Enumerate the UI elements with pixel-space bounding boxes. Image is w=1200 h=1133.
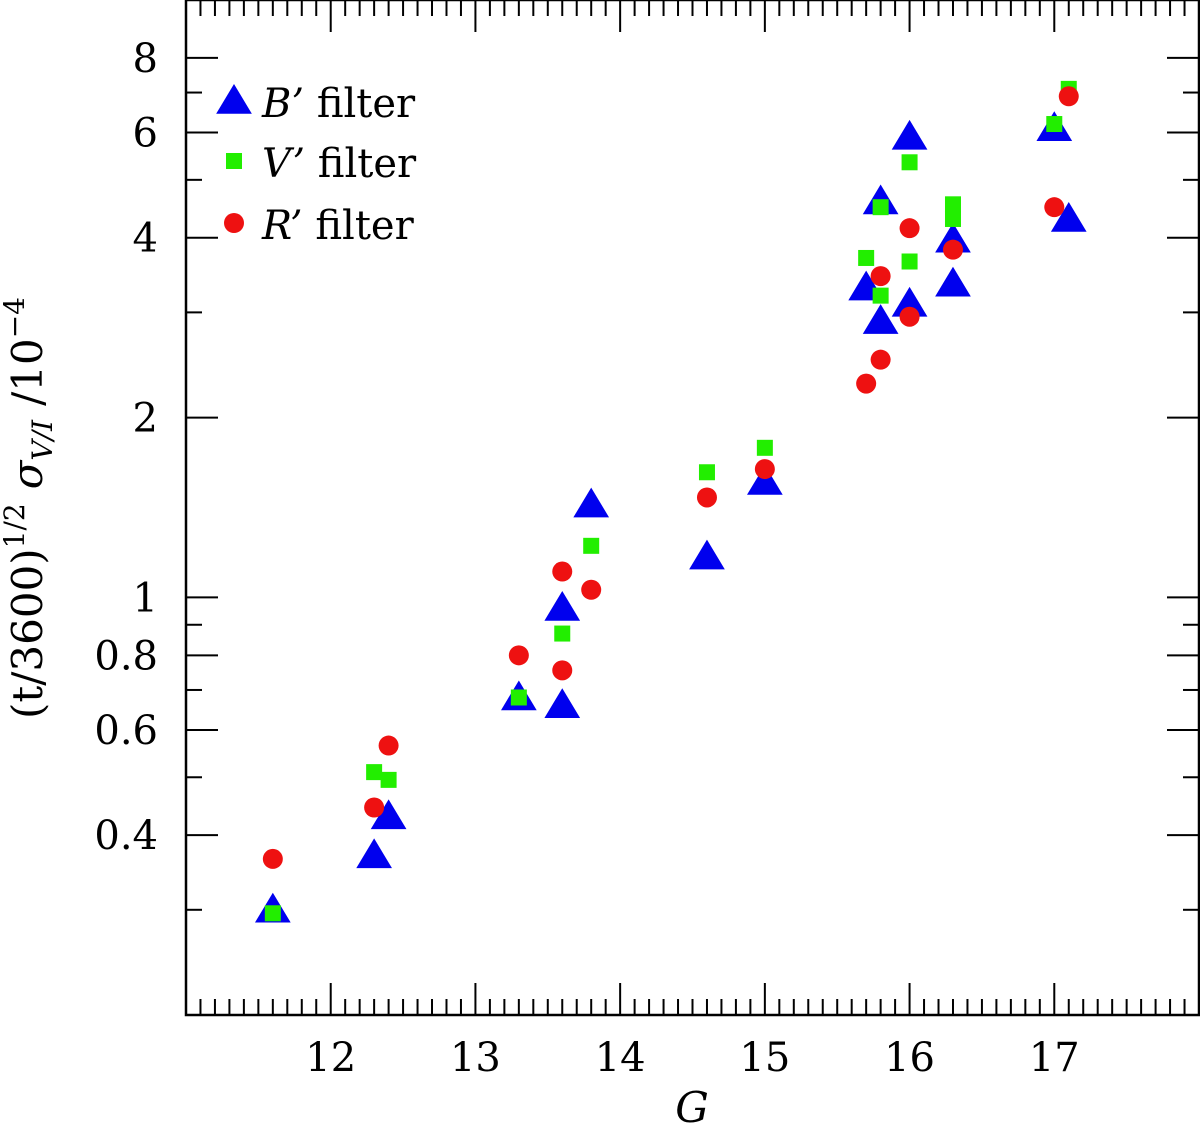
circle-data-point (262, 848, 283, 869)
x-axis-title: G (675, 1083, 709, 1132)
square-data-point (698, 464, 715, 481)
x-tick-label: 17 (1029, 1035, 1080, 1081)
y-tick-label: 1 (133, 575, 158, 621)
y-axis-title-suffix: /10 (3, 338, 52, 406)
legend-label: R’ filter (261, 203, 415, 249)
circle-data-point (1058, 86, 1079, 107)
triangle-data-point (356, 838, 392, 869)
triangle-data-point (747, 465, 783, 495)
circle-data-point (364, 797, 385, 818)
y-axis-title: (t/3600)1/2 σV/I/10−4 (0, 297, 59, 719)
y-tick-label: 6 (133, 111, 158, 157)
y-axis-title-prefix: (t/3600) (3, 548, 52, 719)
circle-data-point (552, 660, 573, 681)
x-tick-label: 16 (884, 1035, 935, 1081)
y-tick-label: 4 (133, 216, 158, 262)
triangle-data-point (862, 304, 899, 334)
legend-label: B’ filter (261, 81, 416, 127)
legend-label: V’ filter (262, 141, 417, 187)
square-data-point (264, 905, 281, 922)
circle-data-point (870, 349, 891, 370)
triangle-data-point (544, 591, 581, 621)
y-axis-title-prefix-sup: 1/2 (0, 503, 31, 548)
square-data-point (510, 689, 527, 706)
legend-square-marker (226, 153, 242, 169)
square-data-point (901, 253, 918, 270)
triangle-data-point (689, 539, 725, 570)
square-data-point (901, 154, 918, 171)
triangle-data-point (891, 119, 928, 150)
square-data-point (1046, 116, 1063, 133)
data-points (254, 80, 1087, 923)
square-data-point (872, 287, 889, 304)
y-tick-label: 8 (133, 36, 158, 82)
y-tick-label: 0.6 (94, 708, 158, 754)
square-data-point (380, 771, 397, 788)
y-axis-title-suffix-sup: −4 (0, 297, 31, 338)
circle-data-point (581, 579, 602, 600)
square-data-point (554, 625, 571, 642)
y-axis-title-sigma-sub: V/I (26, 419, 59, 461)
triangle-data-point (935, 266, 971, 297)
legend: B’ filter V’ filter R’ filter (216, 81, 417, 249)
square-data-point (858, 249, 875, 266)
square-data-point (944, 196, 961, 213)
circle-data-point (552, 561, 573, 582)
square-data-point (944, 210, 961, 227)
x-tick-label: 15 (739, 1035, 790, 1081)
x-tick-label: 14 (595, 1035, 646, 1081)
triangle-data-point (370, 799, 407, 830)
circle-data-point (942, 239, 963, 260)
circle-data-point (856, 373, 877, 394)
circle-data-point (1044, 197, 1065, 218)
square-data-point (872, 199, 889, 216)
y-tick-label: 0.4 (94, 813, 158, 859)
x-tick-label: 12 (305, 1035, 356, 1081)
circle-data-point (378, 735, 399, 756)
axis-ticks (186, 0, 1199, 1015)
circle-data-point (899, 306, 920, 327)
circle-data-point (870, 266, 891, 287)
square-data-point (583, 537, 600, 554)
circle-data-point (899, 218, 920, 239)
triangle-data-point (891, 286, 928, 317)
circle-data-point (508, 645, 529, 666)
triangle-data-point (544, 688, 581, 718)
square-data-point (366, 764, 383, 781)
legend-circle-marker (224, 213, 244, 233)
x-tick-label: 13 (450, 1035, 501, 1081)
triangle-data-point (935, 222, 971, 253)
y-tick-label: 2 (133, 396, 158, 442)
circle-data-point (696, 487, 717, 508)
triangle-data-point (573, 487, 610, 518)
y-tick-label: 0.8 (94, 633, 158, 679)
y-axis-title-sigma: σ (3, 459, 52, 489)
legend-triangle-marker (216, 84, 252, 114)
square-data-point (756, 439, 773, 456)
triangle-data-point (1050, 201, 1087, 232)
circle-data-point (754, 459, 775, 480)
